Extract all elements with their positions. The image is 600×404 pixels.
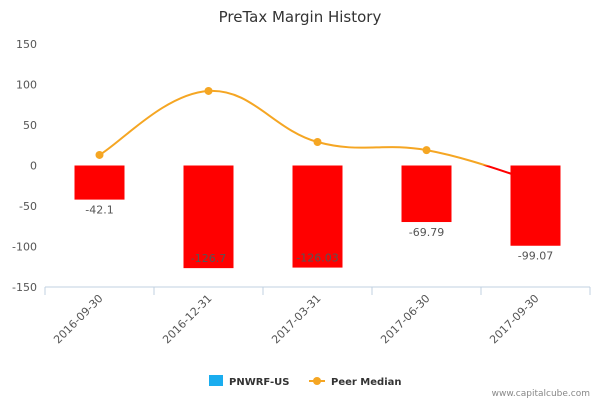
bar[interactable] bbox=[183, 165, 234, 269]
x-tick-label: 2017-03-31 bbox=[269, 292, 323, 346]
bar[interactable] bbox=[510, 165, 561, 246]
legend-swatch-peer-median-point[interactable] bbox=[313, 377, 321, 385]
peer-median-point[interactable] bbox=[313, 138, 322, 147]
y-tick-label: 50 bbox=[23, 119, 37, 132]
y-tick-label: 150 bbox=[16, 38, 37, 51]
peer-median-point[interactable] bbox=[422, 146, 431, 155]
bar[interactable] bbox=[74, 165, 125, 200]
x-tick-label: 2017-06-30 bbox=[378, 292, 432, 346]
bar-value-label: -126.03 bbox=[296, 252, 338, 265]
y-tick-label: -50 bbox=[19, 200, 37, 213]
legend[interactable]: PNWRF-US Peer Median bbox=[209, 375, 402, 388]
x-tick-label: 2016-09-30 bbox=[51, 292, 105, 346]
chart-title: PreTax Margin History bbox=[219, 8, 382, 26]
peer-median-point[interactable] bbox=[95, 150, 104, 159]
x-tick-label: 2017-09-30 bbox=[487, 292, 541, 346]
y-tick-label: -100 bbox=[12, 241, 37, 254]
bar[interactable] bbox=[292, 165, 343, 268]
data-labels: -42.1 -126.7 -126.03 -69.79 -99.07 bbox=[85, 204, 553, 266]
peer-median-point[interactable] bbox=[204, 86, 213, 95]
y-tick-label: 100 bbox=[16, 79, 37, 92]
bar-value-label: -69.79 bbox=[409, 226, 444, 239]
y-tick-label: 0 bbox=[30, 160, 37, 173]
bar[interactable] bbox=[401, 165, 452, 223]
x-tick-label: 2016-12-31 bbox=[160, 292, 214, 346]
y-axis: -150 -100 -50 0 50 100 150 bbox=[12, 38, 37, 294]
bar-value-label: -42.1 bbox=[85, 204, 113, 217]
credit-text: www.capitalcube.com bbox=[492, 389, 590, 399]
bar-value-label: -99.07 bbox=[518, 250, 553, 263]
y-tick-label: -150 bbox=[12, 281, 37, 294]
bar-series bbox=[74, 165, 561, 269]
legend-swatch-pnwrf[interactable] bbox=[209, 375, 223, 386]
legend-label-peer-median[interactable]: Peer Median bbox=[331, 377, 402, 388]
x-axis: 2016-09-30 2016-12-31 2017-03-31 2017-06-30… bbox=[44, 286, 591, 346]
bar-value-label: -126.7 bbox=[191, 252, 226, 265]
legend-label-pnwrf[interactable]: PNWRF-US bbox=[229, 377, 289, 388]
line-series bbox=[95, 86, 536, 183]
